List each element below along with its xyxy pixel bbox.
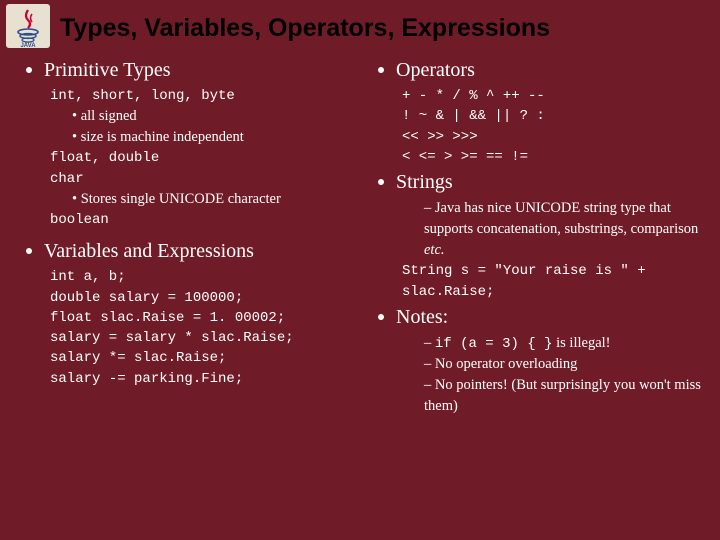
code-line: << >> >>> [402,127,706,147]
slide-content: Primitive Types int, short, long, byte a… [0,43,720,417]
code-line: boolean [50,210,366,230]
strings-body: Java has nice UNICODE string type that s… [378,198,706,302]
code-line: int a, b; [50,267,366,287]
section-title: Strings [396,171,453,194]
java-logo-icon: JAVA [6,4,50,48]
code-line: ! ~ & | && || ? : [402,106,706,126]
dash-item: if (a = 3) { } is illegal! [424,333,706,354]
code-line: + - * / % ^ ++ -- [402,86,706,106]
bullet-icon [26,248,32,254]
code-line: float, double [50,148,366,168]
dash-item: No operator overloading [424,354,706,375]
right-column: Operators + - * / % ^ ++ -- ! ~ & | && |… [378,59,706,417]
section-operators: Operators [378,59,706,82]
code-line: double salary = 100000; [50,288,366,308]
section-primitive-types: Primitive Types [26,59,366,82]
sub-item: Stores single UNICODE character [72,189,366,210]
code-line: String s = "Your raise is " + slac.Raise… [402,261,706,302]
sub-item: size is machine independent [72,127,366,148]
slide-title: Types, Variables, Operators, Expressions [0,0,720,43]
left-column: Primitive Types int, short, long, byte a… [26,59,366,417]
code-line: char [50,169,366,189]
code-span: if (a = 3) { } [435,336,553,352]
bullet-icon [378,179,384,185]
section-notes: Notes: [378,306,706,329]
svg-text:JAVA: JAVA [20,43,36,48]
dash-item: Java has nice UNICODE string type that s… [424,198,706,261]
code-line: int, short, long, byte [50,86,366,106]
italic-text: etc. [424,242,445,258]
code-line: salary -= parking.Fine; [50,369,366,389]
code-line: salary *= slac.Raise; [50,348,366,368]
operators-body: + - * / % ^ ++ -- ! ~ & | && || ? : << >… [378,86,706,167]
primitive-types-body: int, short, long, byte all signed size i… [26,86,366,230]
code-line: salary = salary * slac.Raise; [50,328,366,348]
section-title: Notes: [396,306,448,329]
text-span: Java has nice UNICODE string type that s… [424,200,698,237]
section-strings: Strings [378,171,706,194]
bullet-icon [378,314,384,320]
code-line: < <= > >= == != [402,147,706,167]
section-title: Operators [396,59,475,82]
code-line: float slac.Raise = 1. 00002; [50,308,366,328]
section-title: Primitive Types [44,59,171,82]
text-span: is illegal! [553,335,611,351]
sub-item: all signed [72,106,366,127]
section-title: Variables and Expressions [44,240,254,263]
dash-item: No pointers! (But surprisingly you won't… [424,375,706,417]
section-variables: Variables and Expressions [26,240,366,263]
variables-body: int a, b; double salary = 100000; float … [26,267,366,389]
notes-body: if (a = 3) { } is illegal! No operator o… [378,333,706,417]
bullet-icon [26,67,32,73]
bullet-icon [378,67,384,73]
